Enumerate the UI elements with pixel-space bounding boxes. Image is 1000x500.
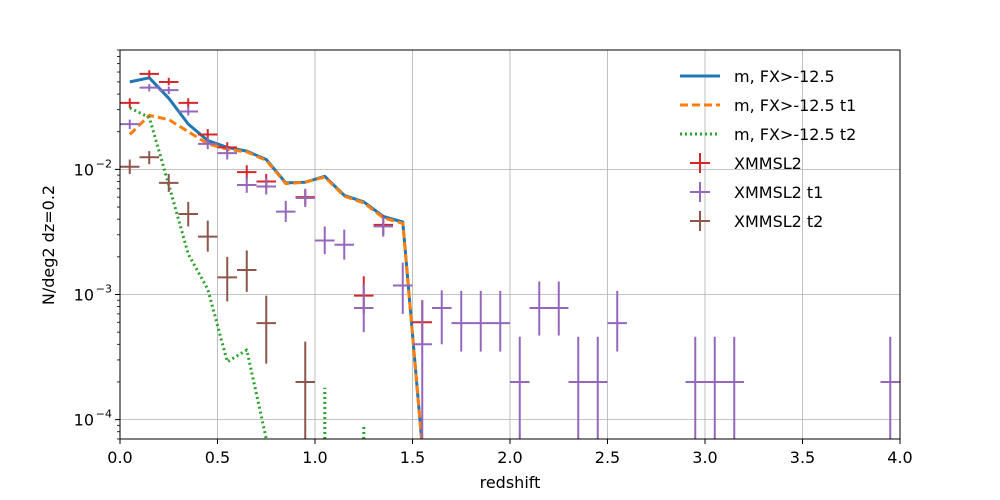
errorbar-point	[334, 229, 354, 260]
x-tick-label: 3.0	[692, 448, 717, 467]
axis-ticks: 0.0 0.5 1.0 1.5 2.0 2.5 3.0 3.5 4.010−410−310−2	[74, 49, 913, 467]
y-tick-exponent: −2	[96, 157, 112, 170]
y-tick-label: 10	[74, 411, 94, 430]
errorbar-point	[315, 226, 335, 255]
legend-label: XMMSL2 t1	[734, 183, 823, 202]
errorbar-point	[295, 188, 315, 208]
legend-entry: XMMSL2 t1	[690, 182, 823, 202]
errorbar-point	[685, 336, 705, 439]
series-m-fx-12-5-t2	[129, 106, 366, 439]
y-tick-label: 10	[74, 160, 94, 179]
x-tick-label: 0.5	[205, 448, 230, 467]
errorbar-point	[295, 341, 315, 439]
errorbar-point	[529, 281, 549, 336]
errorbar-point	[178, 106, 198, 116]
errorbar-point	[276, 200, 296, 222]
errorbar-point	[393, 262, 413, 314]
errorbar-point	[178, 201, 198, 227]
legend-label: m, FX>-12.5 t1	[734, 96, 856, 115]
errorbar-point	[490, 290, 510, 352]
errorbar-point	[724, 336, 744, 439]
x-tick-label: 0.0	[107, 448, 132, 467]
errorbar-point	[568, 336, 588, 439]
legend-entry: m, FX>-12.5 t1	[680, 96, 856, 115]
errorbar-point	[471, 290, 491, 352]
y-tick-label: 10	[74, 286, 94, 305]
series-m-fx-12-5-t1	[128, 113, 424, 439]
errorbar-point	[705, 336, 725, 439]
errorbar-point	[159, 86, 179, 95]
x-tick-label: 2.0	[497, 448, 522, 467]
legend: m, FX>-12.5 m, FX>-12.5 t1 m, FX>-12.5 t2 X…	[680, 67, 856, 231]
errorbar-point	[139, 151, 159, 165]
errorbar-point	[120, 159, 140, 174]
y-tick-base: 10	[74, 411, 94, 430]
series-xmmsl2-t2	[120, 151, 315, 439]
errorbar-point	[880, 336, 900, 439]
errorbar-point	[373, 216, 393, 237]
errorbar-point	[549, 281, 569, 336]
y-tick-exponent: −4	[96, 408, 112, 421]
errorbar-point	[588, 336, 608, 439]
errorbar-point	[120, 119, 140, 130]
plot-area	[120, 70, 900, 439]
errorbar-point	[237, 250, 257, 292]
errorbar-point	[139, 84, 159, 92]
errorbar-point	[159, 173, 179, 192]
x-tick-label: 1.5	[400, 448, 425, 467]
y-tick-base: 10	[74, 160, 94, 179]
x-tick-label: 1.0	[302, 448, 327, 467]
errorbar-point	[256, 295, 276, 364]
legend-label: XMMSL2 t2	[734, 212, 823, 231]
y-tick-exponent: −3	[96, 283, 112, 296]
x-tick-label: 2.5	[595, 448, 620, 467]
errorbar-point	[256, 178, 276, 195]
x-tick-label: 3.5	[790, 448, 815, 467]
errorbar-point	[217, 146, 237, 160]
errorbar-point	[412, 300, 432, 439]
legend-entry: m, FX>-12.5	[680, 67, 835, 86]
errorbar-point	[120, 98, 140, 108]
legend-entry: m, FX>-12.5 t2	[680, 125, 856, 144]
errorbar-point	[198, 137, 218, 150]
errorbar-point	[159, 77, 179, 86]
legend-entry: XMMSL2	[690, 153, 802, 173]
errorbar-point	[237, 176, 257, 193]
errorbar-point	[607, 290, 627, 352]
legend-entry: XMMSL2 t2	[690, 211, 823, 231]
x-axis-label: redshift	[480, 473, 541, 492]
errorbar-point	[432, 290, 452, 345]
x-tick-label: 4.0	[887, 448, 912, 467]
errorbar-point	[198, 220, 218, 252]
y-axis-label: N/deg2 dz=0.2	[39, 185, 58, 305]
legend-label: XMMSL2	[734, 154, 802, 173]
series-xmmsl2-t1	[120, 84, 900, 439]
series-layer	[120, 70, 900, 439]
errorbar-point	[510, 336, 530, 439]
series-line	[128, 113, 424, 439]
errorbar-point	[217, 256, 237, 302]
errorbar-point	[354, 284, 374, 333]
legend-label: m, FX>-12.5	[734, 67, 835, 86]
y-tick-base: 10	[74, 286, 94, 305]
legend-label: m, FX>-12.5 t2	[734, 125, 856, 144]
errorbar-point	[139, 70, 159, 78]
errorbar-point	[451, 290, 471, 352]
